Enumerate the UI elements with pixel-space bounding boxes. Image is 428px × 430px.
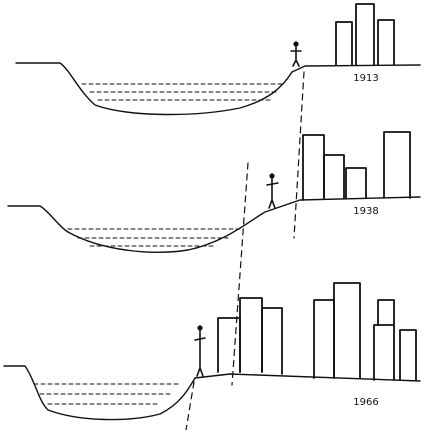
year-label-1913: 1913 [353,73,378,84]
buildings-1938 [302,131,411,201]
terrain-1938 [7,196,421,253]
figure-1938 [266,173,279,209]
year-label-1966: 1966 [353,397,378,408]
terrain-1966 [3,365,421,421]
water-1913 [81,83,286,101]
water-1938 [67,228,241,247]
buildings-1913 [335,3,395,66]
guide-lines [185,71,305,430]
figure-1913 [290,41,302,67]
panel-1966: 1966 [3,282,421,421]
year-label-1938: 1938 [353,206,378,217]
terrain-1913 [15,62,421,116]
figure-1966 [194,325,206,377]
water-1966 [33,383,179,405]
panel-1913: 1913 [15,3,421,116]
buildings-1966 [217,282,417,381]
panel-1938: 1938 [7,131,421,253]
